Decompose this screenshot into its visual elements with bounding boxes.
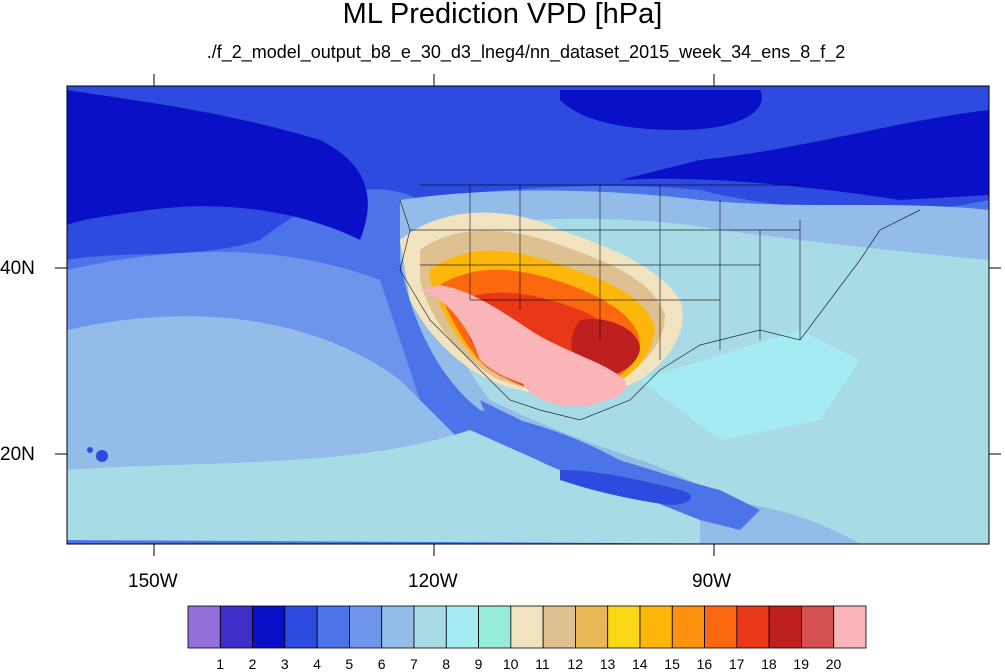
map-ticks (55, 74, 1001, 556)
lon-label-90w: 90W (692, 571, 732, 592)
colorbar-swatch (607, 605, 641, 649)
colorbar-tick-label: 13 (599, 656, 616, 672)
colorbar-tick-label: 10 (502, 656, 519, 672)
colorbar-tick-label: 2 (248, 656, 257, 672)
colorbar-swatch (542, 605, 576, 649)
colorbar-tick-label: 16 (696, 656, 713, 672)
colorbar-swatch (671, 605, 705, 649)
colorbar-swatch (284, 605, 318, 649)
colorbar-tick-label: 11 (535, 656, 550, 672)
lat-label-20n: 20N (0, 444, 35, 465)
colorbar-swatch (219, 605, 253, 649)
colorbar-tick-label: 3 (280, 656, 289, 672)
lon-label-120w: 120W (408, 571, 458, 592)
colorbar-swatch (801, 605, 835, 649)
colorbar-swatch (510, 605, 544, 649)
colorbar-tick-label: 15 (664, 656, 680, 672)
colorbar-swatch (252, 605, 286, 649)
colorbar-tick-label: 4 (313, 656, 321, 672)
colorbar-swatch (575, 605, 609, 649)
colorbar-tick-label: 12 (567, 656, 583, 672)
colorbar-swatch (478, 605, 512, 649)
colorbar-tick-label: 19 (793, 656, 809, 672)
colorbar-swatch (445, 605, 479, 649)
lon-label-150w: 150W (128, 571, 178, 592)
map-title: ML Prediction VPD [hPa] (342, 0, 663, 30)
colorbar-swatch (833, 605, 867, 649)
colorbar-tick-label: 20 (825, 656, 842, 672)
colorbar (187, 605, 867, 649)
colorbar-swatch (639, 605, 673, 649)
colorbar-swatch (704, 605, 738, 649)
colorbar-tick-label: 17 (728, 656, 745, 672)
lat-label-40n: 40N (0, 258, 35, 279)
colorbar-tick-label: 18 (761, 656, 777, 672)
colorbar-tick-label: 5 (345, 656, 354, 672)
colorbar-swatch (349, 605, 383, 649)
colorbar-swatch (381, 605, 415, 649)
colorbar-tick-label: 6 (377, 656, 386, 672)
colorbar-tick-label: 8 (442, 656, 451, 672)
colorbar-swatch (187, 605, 221, 649)
colorbar-swatch (413, 605, 447, 649)
colorbar-tick-label: 14 (632, 656, 648, 672)
map-field (67, 86, 989, 544)
colorbar-tick-label: 9 (474, 656, 483, 672)
colorbar-tick-label: 7 (410, 656, 418, 672)
colorbar-swatch (768, 605, 802, 649)
colorbar-tick-label: 1 (216, 656, 225, 672)
colorbar-swatch (736, 605, 770, 649)
map-subtitle: ./f_2_model_output_b8_e_30_d3_lneg4/nn_d… (206, 42, 846, 62)
colorbar-swatch (316, 605, 350, 649)
